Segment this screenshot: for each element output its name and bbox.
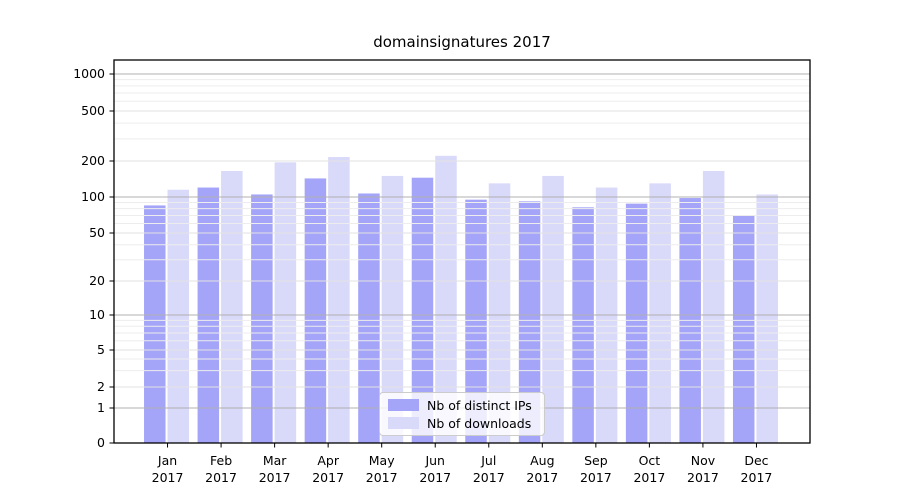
y-tick-label: 2: [97, 379, 105, 394]
chart-title: domainsignatures 2017: [373, 33, 551, 51]
bar-distinct-ips: [358, 193, 380, 443]
x-tick-label-year: 2017: [473, 470, 505, 485]
x-tick-label-year: 2017: [633, 470, 665, 485]
legend-swatch-downloads: [388, 417, 419, 429]
y-tick-label: 100: [81, 189, 105, 204]
bar-downloads: [488, 183, 511, 443]
x-tick-label-month: Oct: [639, 453, 661, 468]
y-tick-label: 1: [97, 400, 105, 415]
x-tick-label-year: 2017: [366, 470, 398, 485]
y-tick-label: 10: [89, 307, 105, 322]
x-tick-label-year: 2017: [419, 470, 451, 485]
bar-distinct-ips: [411, 177, 434, 444]
x-tick-label-month: Mar: [263, 453, 287, 468]
bar-distinct-ips: [732, 215, 755, 443]
legend-label-distinct-ips: Nb of distinct IPs: [427, 397, 532, 413]
x-tick-label-year: 2017: [312, 470, 344, 485]
x-tick-label-year: 2017: [152, 470, 184, 485]
bar-distinct-ips: [304, 178, 327, 443]
bar-distinct-ips: [251, 194, 273, 443]
x-tick-label-year: 2017: [259, 470, 291, 485]
bar-distinct-ips: [572, 207, 594, 443]
bar-downloads: [381, 175, 404, 443]
y-tick-label: 20: [89, 273, 105, 288]
x-tick-label-month: Jun: [424, 453, 445, 468]
x-tick-label-month: Apr: [317, 453, 339, 468]
x-tick-label-month: May: [369, 453, 395, 468]
bar-distinct-ips: [518, 201, 541, 443]
x-tick-label-year: 2017: [741, 470, 773, 485]
legend-item-downloads: Nb of downloads: [388, 416, 536, 431]
bar-downloads: [649, 183, 671, 443]
bar-distinct-ips: [465, 199, 487, 443]
plot-border: [113, 59, 811, 444]
bar-downloads: [328, 157, 350, 443]
bar-distinct-ips: [144, 205, 166, 443]
x-tick-label-month: Aug: [530, 453, 554, 468]
bar-downloads: [702, 170, 725, 444]
bar-downloads: [435, 155, 457, 443]
y-tick-label: 5: [97, 342, 105, 357]
legend-item-distinct-ips: Nb of distinct IPs: [388, 398, 536, 413]
y-tick-label: 1000: [73, 66, 105, 81]
y-tick-label: 0: [97, 435, 105, 450]
y-tick-label: 200: [81, 153, 105, 168]
x-tick-label-year: 2017: [526, 470, 558, 485]
y-tick-label: 500: [81, 103, 105, 118]
legend-label-downloads: Nb of downloads: [427, 415, 532, 431]
bar-distinct-ips: [625, 203, 648, 443]
bar-downloads: [274, 162, 297, 443]
x-tick-label-month: Sep: [584, 453, 608, 468]
bar-downloads: [542, 175, 564, 443]
legend-swatch-distinct-ips: [388, 399, 419, 411]
x-tick-label-month: Nov: [691, 453, 716, 468]
legend: Nb of distinct IPs Nb of downloads: [379, 392, 545, 436]
x-tick-label-month: Jul: [480, 453, 496, 468]
bar-downloads: [221, 170, 243, 444]
x-tick-label-year: 2017: [687, 470, 719, 485]
bar-downloads: [756, 194, 778, 443]
x-tick-label-year: 2017: [580, 470, 612, 485]
bar-downloads: [167, 189, 190, 443]
x-tick-label-month: Feb: [210, 453, 232, 468]
y-tick-label: 50: [89, 225, 105, 240]
x-tick-label-month: Dec: [744, 453, 768, 468]
x-tick-label-year: 2017: [205, 470, 237, 485]
x-tick-label-month: Jan: [157, 453, 177, 468]
